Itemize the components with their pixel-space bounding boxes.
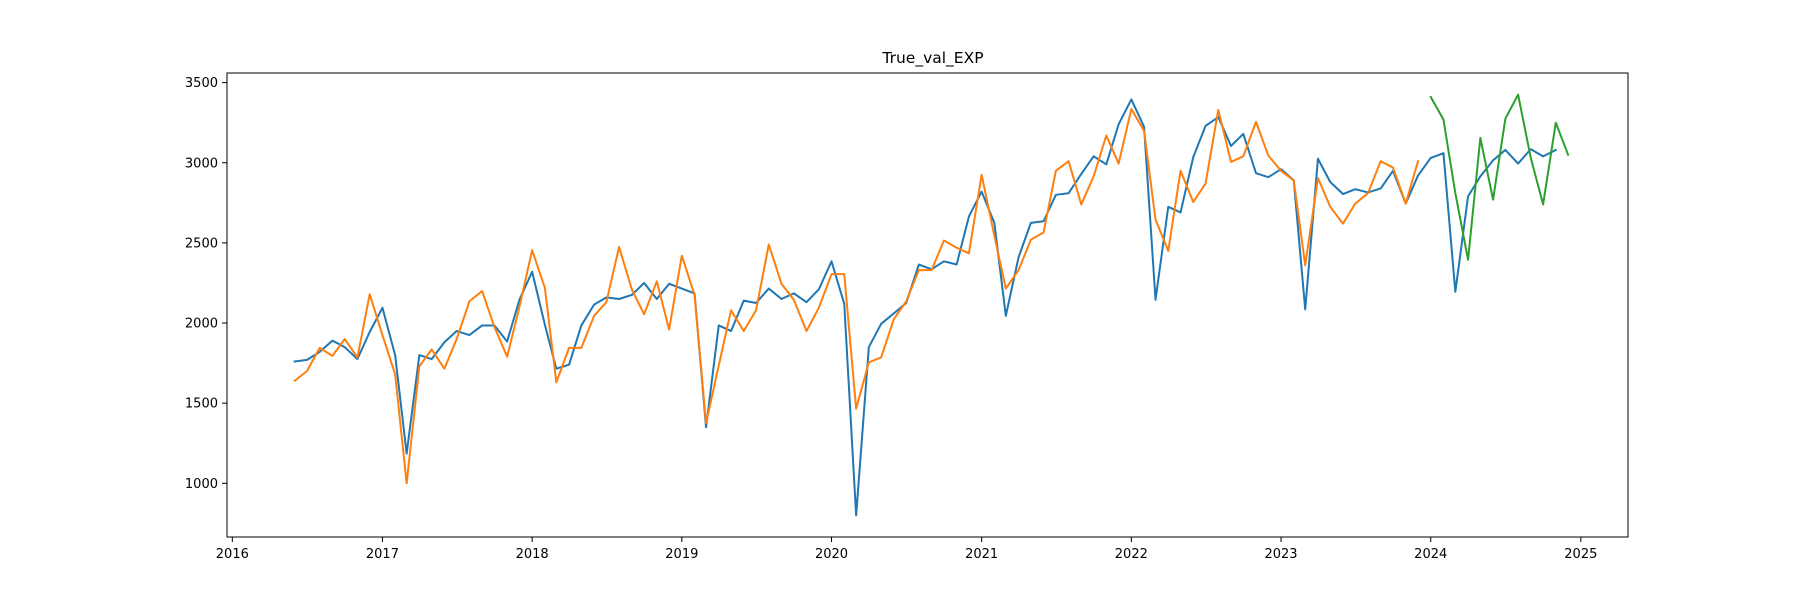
chart-title: True_val_EXP bbox=[881, 49, 983, 68]
x-tick-label: 2024 bbox=[1414, 547, 1447, 562]
x-tick-label: 2021 bbox=[965, 547, 998, 562]
series-line-3 bbox=[1429, 93, 1570, 261]
y-tick-label: 3000 bbox=[185, 156, 218, 171]
y-tick-label: 1000 bbox=[185, 477, 218, 492]
axes-frame bbox=[226, 72, 1629, 538]
x-tick-label: 2020 bbox=[815, 547, 848, 562]
x-tick-label: 2019 bbox=[665, 547, 698, 562]
x-tick-label: 2023 bbox=[1264, 547, 1297, 562]
axes: 2016 2017 2018 2019 2020 2021 2022 2023 2024 2025… bbox=[185, 72, 1629, 562]
x-tick-label: 2025 bbox=[1564, 547, 1597, 562]
x-tick-label: 2017 bbox=[366, 547, 399, 562]
y-tick-label: 3500 bbox=[185, 76, 218, 91]
series-line-1 bbox=[293, 98, 1558, 517]
x-tick-label: 2022 bbox=[1115, 547, 1148, 562]
x-tick-label: 2018 bbox=[516, 547, 549, 562]
series-line-2 bbox=[293, 108, 1420, 485]
y-tick-label: 2500 bbox=[185, 236, 218, 251]
x-tick-label: 2016 bbox=[216, 547, 249, 562]
plot-area bbox=[293, 93, 1570, 517]
y-tick-label: 1500 bbox=[185, 397, 218, 412]
y-tick-label: 2000 bbox=[185, 317, 218, 332]
